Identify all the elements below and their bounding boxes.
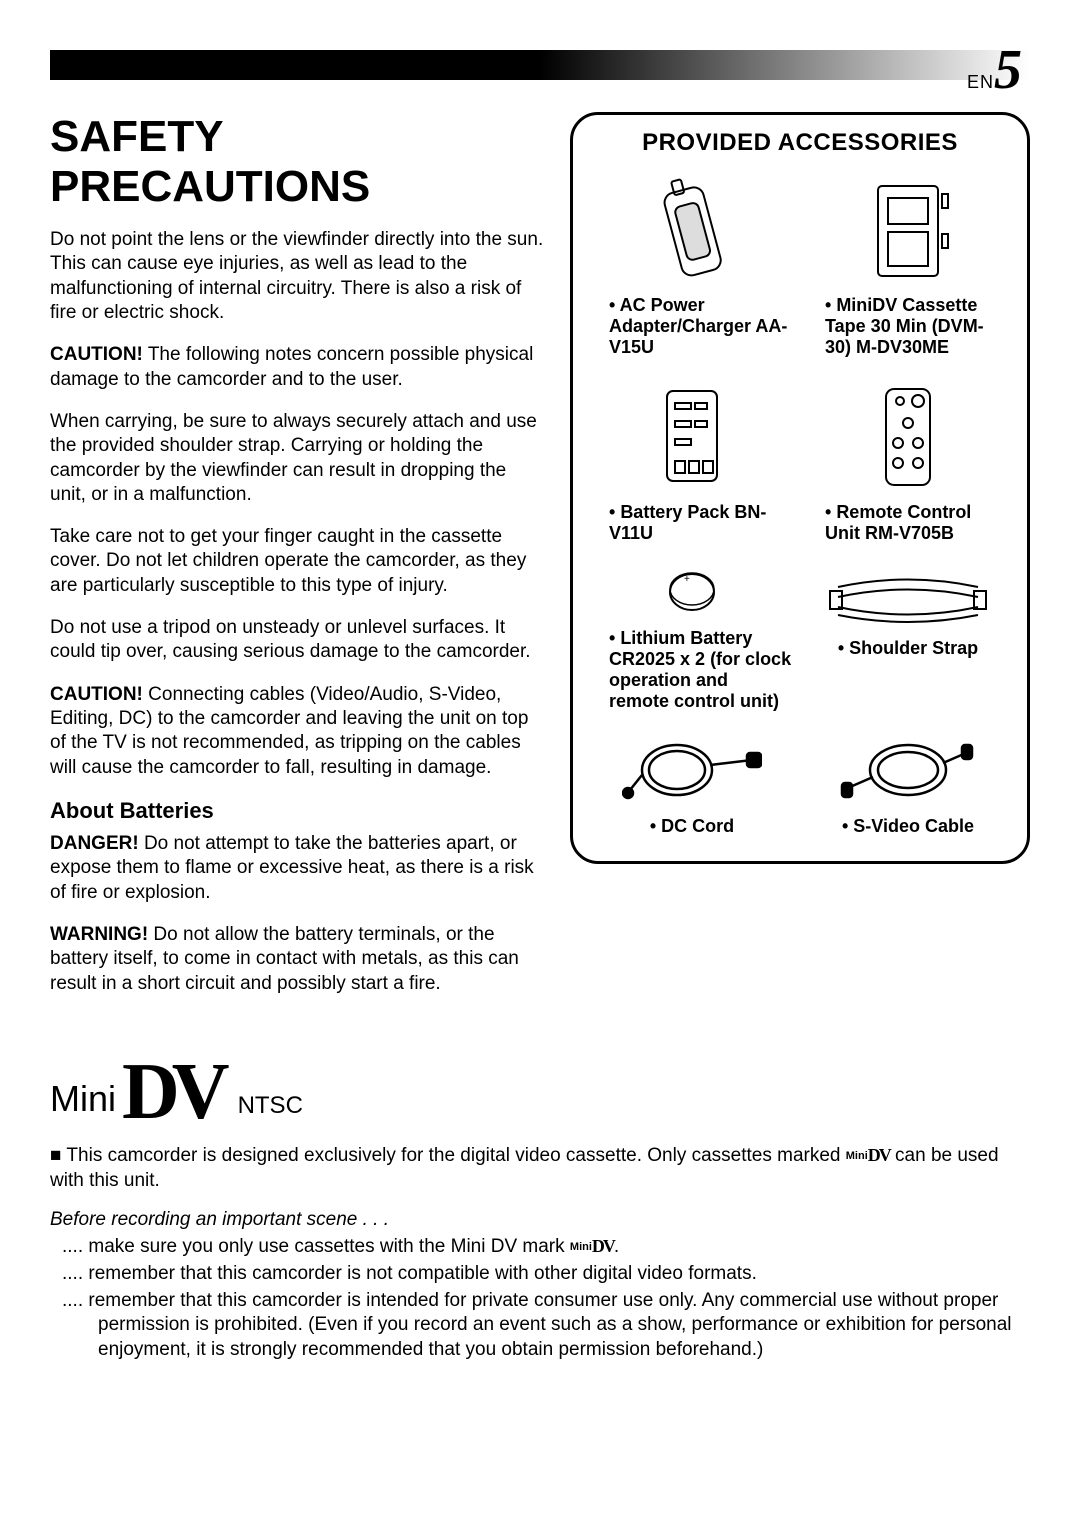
para-2: CAUTION! The following notes concern pos… xyxy=(50,343,546,392)
acc-label: DC Cord xyxy=(591,816,793,837)
para-4: Take care not to get your finger caught … xyxy=(50,525,546,598)
para-5: Do not use a tripod on unsteady or unlev… xyxy=(50,616,546,665)
acc-ac-adapter: AC Power Adapter/Charger AA-V15U xyxy=(591,169,793,358)
acc-cassette: MiniDV Cassette Tape 30 Min (DVM-30) M-D… xyxy=(807,169,1009,358)
para-3: When carrying, be sure to always securel… xyxy=(50,410,546,507)
page-num: 5 xyxy=(994,39,1022,101)
cassette-icon xyxy=(807,169,1009,289)
acc-label: Remote Control Unit RM-V705B xyxy=(807,502,1009,544)
strap-icon xyxy=(807,562,1009,632)
svideo-icon xyxy=(807,730,1009,810)
accessories-title: PROVIDED ACCESSORIES xyxy=(591,129,1009,157)
dc-cord-icon xyxy=(591,730,793,810)
svg-text:+: + xyxy=(684,574,690,585)
dots-3: .... remember that this camcorder is int… xyxy=(50,1289,1030,1363)
batt-para-2: WARNING! Do not allow the battery termin… xyxy=(50,923,546,996)
dots-1: .... make sure you only use cassettes wi… xyxy=(50,1235,1030,1260)
acc-label: Shoulder Strap xyxy=(807,638,1009,659)
minidv-inline-icon: Mini xyxy=(570,1241,592,1253)
acc-dc-cord: DC Cord xyxy=(591,730,793,837)
acc-strap: Shoulder Strap xyxy=(807,562,1009,712)
dv-inline-icon: DV xyxy=(868,1145,890,1165)
before-recording: Before recording an important scene . . … xyxy=(50,1209,1030,1231)
remote-icon xyxy=(807,376,1009,496)
accessories-box: PROVIDED ACCESSORIES AC Power Adapter/Ch… xyxy=(570,112,1030,864)
safety-column: SAFETY PRECAUTIONS Do not point the lens… xyxy=(50,112,546,1014)
ntsc-text: NTSC xyxy=(238,1092,303,1120)
para-1: Do not point the lens or the viewfinder … xyxy=(50,228,546,325)
batteries-heading: About Batteries xyxy=(50,798,546,824)
minidv-logo: Mini DV NTSC xyxy=(50,1064,1030,1120)
dv-inline-icon: DV xyxy=(592,1236,614,1256)
dots-2: .... remember that this camcorder is not… xyxy=(50,1262,1030,1287)
acc-label: AC Power Adapter/Charger AA-V15U xyxy=(591,295,793,358)
dv-logo-icon: DV xyxy=(122,1064,222,1120)
mini-text: Mini xyxy=(50,1078,116,1120)
note-block: ■ This camcorder is designed exclusively… xyxy=(50,1144,1030,1193)
acc-svideo: S-Video Cable xyxy=(807,730,1009,837)
acc-label: Battery Pack BN-V11U xyxy=(591,502,793,544)
batt-para-1: DANGER! Do not attempt to take the batte… xyxy=(50,832,546,905)
page-number: EN5 xyxy=(50,38,1030,102)
acc-label: MiniDV Cassette Tape 30 Min (DVM-30) M-D… xyxy=(807,295,1009,358)
dots-list: .... make sure you only use cassettes wi… xyxy=(50,1235,1030,1362)
lithium-icon: + xyxy=(591,562,793,622)
ac-adapter-icon xyxy=(591,169,793,289)
lang-label: EN xyxy=(967,72,994,92)
battery-icon xyxy=(591,376,793,496)
acc-battery: Battery Pack BN-V11U xyxy=(591,376,793,544)
minidv-inline-icon: Mini xyxy=(846,1150,868,1162)
acc-lithium: + Lithium Battery CR2025 x 2 (for clock … xyxy=(591,562,793,712)
page-title: SAFETY PRECAUTIONS xyxy=(50,112,546,212)
para-6: CAUTION! Connecting cables (Video/Audio,… xyxy=(50,683,546,780)
acc-label: S-Video Cable xyxy=(807,816,1009,837)
acc-label: Lithium Battery CR2025 x 2 (for clock op… xyxy=(591,628,793,712)
acc-remote: Remote Control Unit RM-V705B xyxy=(807,376,1009,544)
